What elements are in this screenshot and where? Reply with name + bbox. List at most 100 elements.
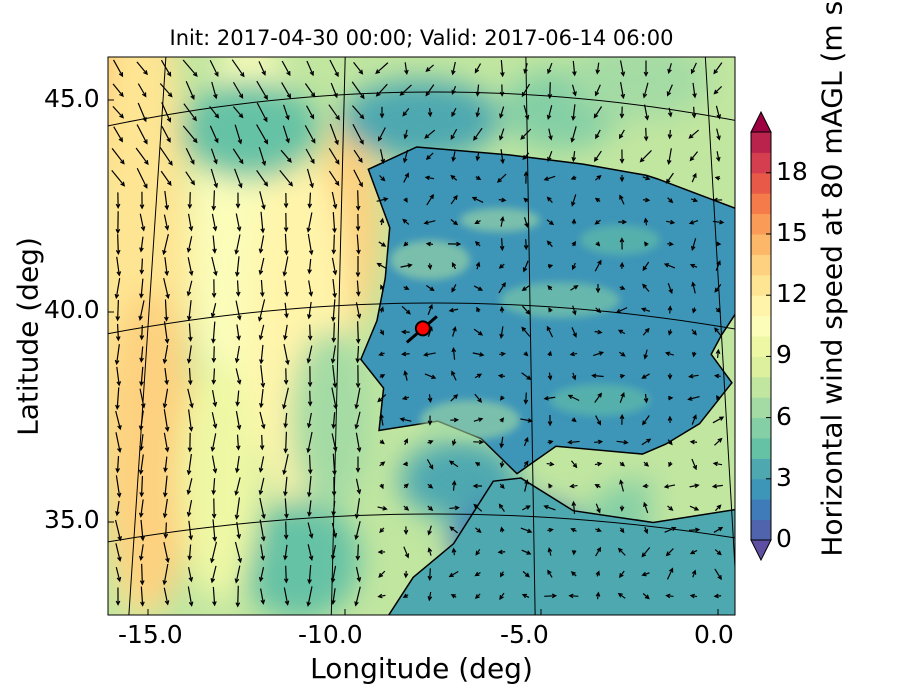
- wind-arrow: [331, 500, 336, 517]
- wind-arrow: [232, 148, 244, 165]
- wind-arrow: [619, 413, 625, 425]
- wind-arrow: [304, 125, 316, 144]
- wind-arrow: [473, 127, 483, 141]
- wind-arrow: [139, 258, 145, 275]
- wind-arrow: [379, 149, 386, 165]
- wind-arrow: [546, 219, 555, 226]
- wind-arrow: [258, 389, 264, 409]
- wind-arrow: [451, 151, 456, 163]
- wind-arrow: [283, 544, 288, 561]
- wind-arrow: [571, 372, 577, 381]
- wind-arrow: [283, 431, 289, 454]
- wind-arrow: [498, 197, 507, 203]
- wind-arrow: [210, 168, 219, 189]
- wind-arrow: [115, 475, 122, 498]
- wind-arrow: [570, 571, 577, 577]
- wind-arrow: [474, 571, 481, 577]
- wind-arrow: [595, 307, 602, 314]
- wind-arrow: [619, 106, 625, 119]
- wind-speed-blob: [570, 57, 710, 120]
- wind-arrow: [666, 148, 672, 165]
- wind-arrow: [186, 236, 193, 254]
- parallel-line: [108, 513, 735, 543]
- wind-arrow: [209, 106, 220, 119]
- wind-arrow: [498, 281, 506, 294]
- colorbar-band: [751, 132, 771, 153]
- wind-arrow: [548, 128, 553, 141]
- wind-arrow: [667, 305, 673, 314]
- wind-arrow: [353, 149, 363, 164]
- wind-arrow: [571, 500, 577, 514]
- wind-arrow: [403, 483, 409, 489]
- wind-arrow: [282, 387, 289, 410]
- wind-arrow: [595, 591, 601, 600]
- wind-arrow: [427, 440, 434, 445]
- wind-arrow: [426, 459, 434, 470]
- wind-arrow: [211, 412, 218, 429]
- wind-arrow: [567, 394, 580, 402]
- wind-arrow: [139, 388, 146, 409]
- wind-arrow: [450, 594, 457, 599]
- land-speed-blob: [420, 400, 520, 440]
- wind-arrow: [451, 346, 457, 360]
- colorbar-label-exponent: −1: [815, 0, 836, 1]
- wind-arrow: [475, 107, 481, 118]
- wind-arrow: [615, 307, 628, 314]
- wind-arrow: [548, 483, 553, 489]
- wind-arrow: [571, 262, 577, 271]
- wind-arrow: [714, 504, 722, 512]
- wind-arrow: [210, 541, 218, 564]
- wind-arrow: [375, 62, 389, 75]
- colorbar-tick-label: 0: [776, 524, 792, 553]
- wind-arrow: [354, 387, 361, 410]
- wind-arrow: [692, 82, 697, 99]
- wind-arrow: [423, 220, 436, 225]
- parallel-line: [108, 302, 735, 335]
- wind-arrow: [667, 439, 673, 446]
- colorbar-band: [751, 478, 771, 500]
- wind-arrow: [331, 433, 338, 452]
- y-tick-label: 40.0: [44, 295, 100, 324]
- wind-arrow: [664, 351, 674, 357]
- wind-arrow: [379, 106, 385, 119]
- wind-arrow: [211, 498, 217, 519]
- wind-arrow: [115, 587, 121, 606]
- wind-arrow: [570, 528, 577, 533]
- wind-arrow: [112, 105, 125, 119]
- wind-arrow: [402, 149, 409, 164]
- wind-arrow: [643, 217, 649, 226]
- wind-arrow: [355, 190, 361, 211]
- wind-arrow: [162, 345, 169, 365]
- wind-arrow: [595, 284, 601, 294]
- wind-arrow: [380, 284, 385, 291]
- axes: [108, 99, 719, 615]
- wind-arrow: [476, 306, 481, 313]
- wind-arrow: [474, 462, 481, 467]
- wind-arrow: [427, 525, 432, 536]
- wind-arrow: [523, 239, 529, 251]
- wind-arrow: [499, 216, 505, 227]
- wind-arrow: [715, 307, 721, 313]
- wind-arrow: [546, 240, 553, 248]
- x-tick-label: -10.0: [298, 620, 363, 649]
- wind-arrow: [643, 349, 648, 360]
- wind-arrow: [498, 128, 505, 141]
- wind-arrow: [667, 197, 674, 204]
- wind-arrow: [403, 197, 408, 203]
- wind-arrow: [688, 373, 699, 379]
- wind-arrow: [619, 461, 626, 467]
- colorbar-band: [751, 254, 771, 276]
- wind-arrow: [163, 321, 170, 344]
- wind-arrow: [138, 300, 145, 321]
- wind-arrow: [235, 280, 241, 297]
- wind-arrow: [521, 326, 531, 337]
- wind-arrow: [641, 571, 650, 577]
- wind-arrow: [378, 127, 386, 142]
- wind-arrow: [114, 344, 120, 366]
- wind-arrow: [474, 593, 481, 600]
- wind-arrow: [712, 197, 723, 203]
- wind-arrow: [498, 503, 505, 512]
- wind-arrow: [688, 219, 699, 225]
- wind-arrow: [139, 324, 145, 341]
- wind-arrow: [211, 368, 217, 385]
